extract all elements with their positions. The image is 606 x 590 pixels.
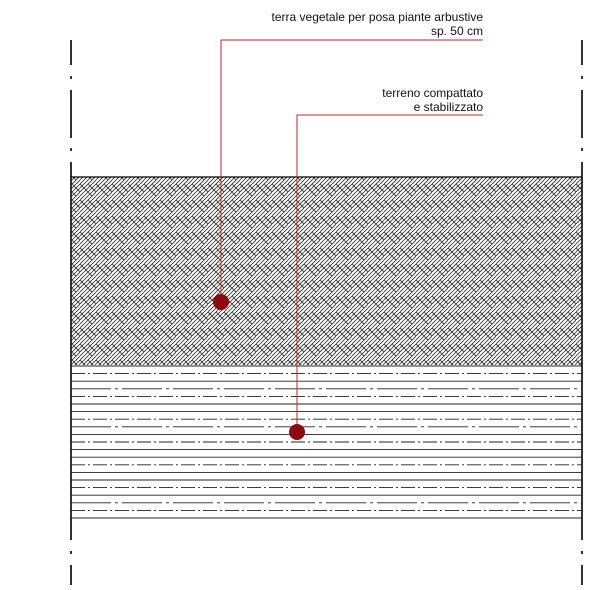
label-compacted: terreno compattato e stabilizzato bbox=[382, 86, 483, 114]
label-topsoil-line2: sp. 50 cm bbox=[430, 24, 483, 38]
label-compacted-line1: terreno compattato bbox=[382, 86, 483, 100]
leader-compacted bbox=[296, 114, 483, 432]
label-topsoil-line1: terra vegetale per posa piante arbustive bbox=[271, 10, 483, 24]
label-compacted-line2: e stabilizzato bbox=[413, 100, 483, 114]
compacted-layer bbox=[71, 365, 582, 519]
label-topsoil: terra vegetale per posa piante arbustive… bbox=[272, 10, 483, 38]
topsoil-layer bbox=[71, 176, 582, 365]
marker-compacted bbox=[289, 424, 305, 440]
marker-topsoil bbox=[213, 294, 229, 310]
leader-topsoil bbox=[220, 39, 483, 302]
